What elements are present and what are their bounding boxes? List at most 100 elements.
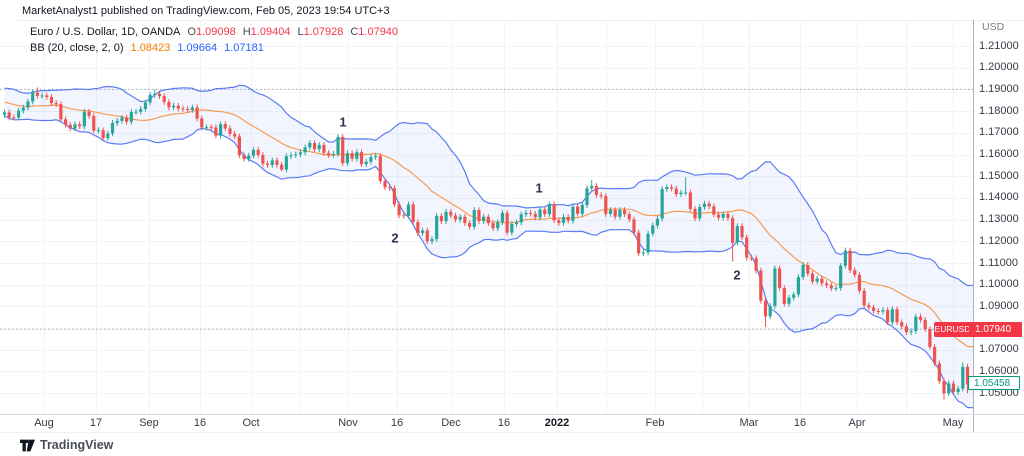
- bollinger-fill: [4, 85, 973, 408]
- candle-body: [604, 196, 608, 214]
- symbol-title[interactable]: Euro / U.S. Dollar, 1D, OANDA: [30, 26, 181, 38]
- candle-body: [923, 319, 927, 330]
- candle-body: [684, 192, 688, 194]
- candle-body: [543, 209, 547, 215]
- candle-body: [303, 147, 307, 153]
- candle-body: [467, 223, 472, 227]
- candle-body: [951, 383, 956, 393]
- candle-body: [214, 127, 218, 136]
- candle-body: [110, 123, 115, 134]
- candle-body: [308, 142, 312, 148]
- candle-body: [843, 250, 847, 266]
- price-tick-1.14000: 1.14000: [979, 191, 1019, 204]
- candle-body: [120, 117, 124, 121]
- candle-body: [162, 96, 166, 102]
- candle-body: [777, 268, 782, 288]
- candle-body: [167, 101, 171, 108]
- candle-body: [153, 93, 157, 95]
- candle-body: [510, 223, 514, 233]
- candle-body: [322, 144, 326, 153]
- candle-body: [317, 144, 321, 150]
- candle-body: [280, 164, 284, 170]
- candle-body: [886, 310, 890, 323]
- candle-body: [251, 149, 256, 156]
- candle-body: [773, 268, 777, 306]
- time-tick-Feb: Feb: [645, 417, 665, 429]
- candle-body: [242, 155, 246, 159]
- tradingview-logo[interactable]: TradingView: [20, 438, 113, 452]
- candle-body: [853, 270, 857, 275]
- candle-body: [716, 214, 721, 218]
- bb-value-1: 1.09664: [177, 42, 218, 54]
- candle-body: [477, 210, 481, 222]
- candle-body: [801, 264, 805, 278]
- candle-body: [458, 216, 462, 220]
- candle-body: [937, 363, 941, 382]
- candle-body: [96, 130, 101, 132]
- candle-body: [406, 204, 411, 216]
- time-tick-16: 16: [497, 417, 511, 429]
- candle-body: [294, 154, 298, 156]
- candle-body: [660, 189, 664, 219]
- candle-body: [45, 95, 49, 97]
- candle-body: [472, 210, 476, 227]
- candle-body: [148, 94, 152, 103]
- candle-body: [947, 383, 951, 394]
- candle-body: [331, 153, 335, 155]
- candle-body: [374, 156, 378, 158]
- candle-body: [425, 230, 429, 242]
- candle-body: [256, 149, 260, 155]
- time-tick-2022: 2022: [544, 417, 570, 429]
- bb-value-2: 1.07181: [224, 42, 264, 54]
- candle-body: [87, 111, 91, 117]
- symbol-legend-row[interactable]: Euro / U.S. Dollar, 1D, OANDA O1.09098 H1.…: [30, 24, 398, 40]
- candle-body: [186, 108, 190, 111]
- candle-body: [622, 210, 627, 215]
- candle-body: [115, 120, 119, 124]
- candle-body: [576, 206, 580, 214]
- candle-body: [839, 265, 843, 288]
- candle-body: [552, 204, 556, 221]
- candle-body: [698, 207, 702, 219]
- candle-body: [430, 239, 434, 242]
- axis-currency-label: USD: [982, 21, 1005, 33]
- candle-body: [369, 157, 373, 162]
- candle-body: [449, 211, 453, 216]
- last-price-tag: 1.07940: [969, 322, 1022, 337]
- candle-body: [59, 104, 63, 120]
- candle-body: [674, 188, 678, 195]
- candle-body: [702, 203, 707, 208]
- indicator-legend-row[interactable]: BB (20, close, 2, 0) 1.08423 1.09664 1.0718…: [30, 40, 398, 56]
- candle-body: [514, 222, 519, 224]
- price-tick-1.11000: 1.11000: [979, 256, 1018, 269]
- candle-body: [435, 215, 439, 240]
- candle-body: [933, 346, 937, 364]
- candle-body: [561, 216, 566, 223]
- outlined-price-tag: 1.05458: [968, 376, 1020, 390]
- candle-body: [143, 102, 148, 109]
- candle-body: [909, 331, 913, 333]
- candle-body: [608, 210, 613, 214]
- candle-body: [176, 105, 180, 109]
- candle-body: [824, 283, 829, 286]
- candle-body: [763, 300, 768, 317]
- ohlc-o-value: O1.09098: [187, 26, 236, 38]
- candle-body: [815, 278, 819, 282]
- candle-body: [181, 108, 185, 110]
- candle-body: [411, 204, 415, 222]
- price-tick-1.19000: 1.19000: [979, 82, 1019, 95]
- indicator-title[interactable]: BB (20, close, 2, 0): [30, 42, 124, 54]
- candle-body: [749, 257, 754, 259]
- candle-body: [871, 307, 876, 311]
- candle-body: [768, 305, 772, 317]
- candle-body: [571, 206, 575, 221]
- price-tick-1.18000: 1.18000: [979, 104, 1019, 117]
- time-tick-16: 16: [390, 417, 404, 429]
- candle-body: [566, 216, 570, 221]
- pane-top-border: [18, 20, 1024, 21]
- candle-body: [78, 124, 82, 127]
- candle-body: [792, 294, 796, 298]
- candle-body: [782, 287, 786, 304]
